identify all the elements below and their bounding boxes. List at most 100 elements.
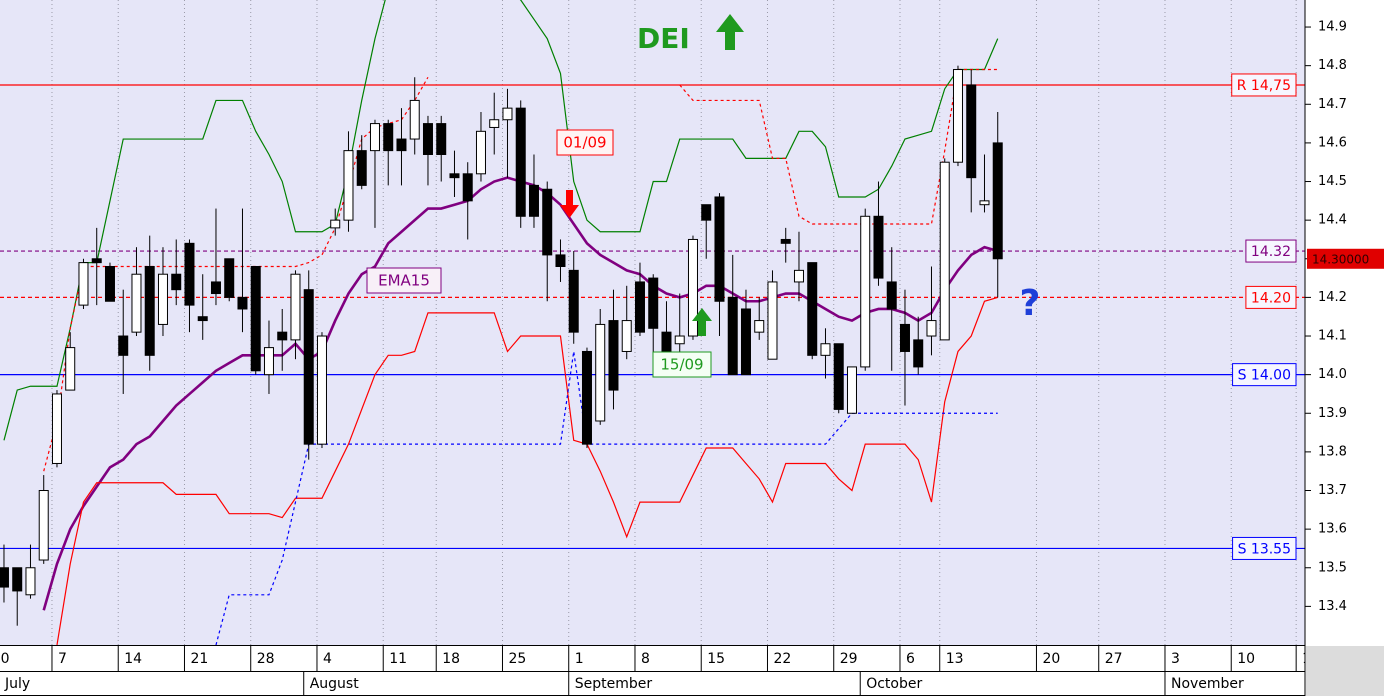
candle-body bbox=[581, 350, 592, 445]
y-tick-label: 13.5 bbox=[1318, 560, 1347, 575]
x-tick-label: 27 bbox=[1105, 651, 1123, 667]
candle-body bbox=[104, 265, 115, 302]
candle-body bbox=[396, 138, 407, 152]
month-label: July bbox=[4, 676, 30, 692]
x-tick-label: 7 bbox=[58, 651, 67, 667]
x-tick-label: 3 bbox=[1171, 651, 1180, 667]
y-tick-label: 13.8 bbox=[1318, 444, 1347, 459]
candle-body bbox=[979, 200, 990, 206]
candle-body bbox=[846, 366, 857, 414]
candle-body bbox=[171, 273, 182, 291]
candle-body bbox=[767, 281, 778, 360]
candle-body bbox=[926, 320, 937, 337]
x-tick-label: 29 bbox=[840, 651, 858, 667]
level-label: 14.32 bbox=[1251, 244, 1291, 260]
candle-body bbox=[38, 490, 49, 561]
last-price-label: 14.30000 bbox=[1312, 252, 1369, 266]
x-tick-label: 4 bbox=[323, 651, 332, 667]
candle-body bbox=[687, 238, 698, 337]
candle-body bbox=[409, 99, 420, 140]
candle-body bbox=[237, 296, 248, 310]
level-label-box bbox=[1245, 285, 1297, 309]
y-tick-label: 13.7 bbox=[1318, 483, 1347, 498]
ema-label-box bbox=[366, 267, 442, 294]
candle-body bbox=[436, 123, 447, 155]
candle-body bbox=[263, 347, 274, 376]
candle-body bbox=[462, 173, 473, 202]
candle-body bbox=[952, 69, 963, 163]
candle-body bbox=[873, 215, 884, 279]
y-tick-label: 14.5 bbox=[1318, 174, 1347, 189]
line-series bbox=[3, 0, 999, 441]
candle-body bbox=[634, 281, 645, 333]
candle-body bbox=[51, 393, 62, 464]
y-tick-label: 14.0 bbox=[1318, 367, 1347, 382]
signal-box bbox=[556, 129, 614, 156]
month-label: October bbox=[866, 676, 922, 692]
candle-body bbox=[210, 281, 221, 295]
candle-body bbox=[595, 323, 606, 422]
y-axis: 13.4 13.5 13.6 13.7 13.8 13.9 14.0 14.1 14.2 14.3… bbox=[1305, 20, 1384, 614]
month-label: August bbox=[310, 676, 360, 692]
signal-label: 15/09 bbox=[660, 356, 703, 374]
y-tick-label: 13.6 bbox=[1318, 522, 1347, 537]
candle-body bbox=[157, 273, 168, 325]
y-tick-label: 14.6 bbox=[1318, 135, 1347, 150]
x-tick-label: 1 bbox=[575, 651, 584, 667]
candle-body bbox=[528, 184, 539, 217]
x-tick-label: 14 bbox=[124, 651, 142, 667]
last-price-tag bbox=[1307, 248, 1384, 269]
candle-body bbox=[833, 343, 844, 410]
candle-body bbox=[780, 238, 791, 244]
level-labels: R 14,75 14.32 14.20 S 14.00 S 13.55 bbox=[1231, 73, 1297, 560]
candle-body bbox=[555, 254, 566, 267]
candle-body bbox=[674, 335, 685, 345]
candle-body bbox=[502, 107, 513, 121]
corner-box bbox=[1306, 646, 1384, 696]
candle-body bbox=[793, 269, 804, 283]
candle-body bbox=[356, 150, 367, 186]
y-tick-label: 14.7 bbox=[1318, 97, 1347, 112]
question-mark: ? bbox=[1020, 283, 1041, 324]
candle-body bbox=[939, 161, 950, 341]
y-tick-label: 14.1 bbox=[1318, 329, 1347, 344]
candle-body bbox=[568, 269, 579, 333]
candle-body bbox=[369, 123, 380, 152]
level-label: S 14.00 bbox=[1238, 368, 1291, 384]
candle-body bbox=[899, 323, 910, 352]
candle-body bbox=[277, 331, 288, 341]
candle-body bbox=[144, 265, 155, 356]
x-tick-label: 25 bbox=[508, 651, 526, 667]
line-series bbox=[56, 296, 998, 645]
x-axis: 30714212841118251815222961320273101JulyA… bbox=[0, 645, 1311, 696]
candle-body bbox=[65, 347, 76, 391]
x-tick-label: 15 bbox=[707, 651, 725, 667]
candle-body bbox=[91, 258, 102, 264]
candle-body bbox=[12, 567, 23, 592]
candle-body bbox=[290, 273, 301, 341]
candle-body bbox=[489, 119, 500, 128]
x-tick-label: 1 bbox=[1302, 651, 1311, 667]
y-tick-label: 13.9 bbox=[1318, 406, 1347, 421]
candle-body bbox=[740, 308, 751, 376]
candle-body bbox=[422, 123, 433, 155]
ema-label: EMA15 bbox=[378, 272, 430, 290]
candle-body bbox=[754, 320, 765, 333]
x-tick-label: 28 bbox=[257, 651, 275, 667]
candle-body bbox=[330, 219, 341, 229]
x-tick-label: 10 bbox=[1237, 651, 1255, 667]
candle-body bbox=[131, 273, 142, 333]
candle-body bbox=[648, 277, 659, 329]
candle-body bbox=[449, 173, 460, 179]
up-arrow bbox=[692, 308, 712, 336]
candle-body bbox=[542, 188, 553, 256]
signal-box bbox=[652, 351, 712, 378]
candle-body bbox=[0, 567, 9, 588]
x-axis-background bbox=[0, 645, 1305, 696]
candle-body bbox=[992, 142, 1003, 260]
candle-layer bbox=[0, 65, 1003, 626]
candle-body bbox=[820, 343, 831, 356]
x-tick-label: 21 bbox=[190, 651, 208, 667]
level-label: S 13.55 bbox=[1238, 541, 1291, 557]
y-tick-label: 14.8 bbox=[1318, 58, 1347, 73]
